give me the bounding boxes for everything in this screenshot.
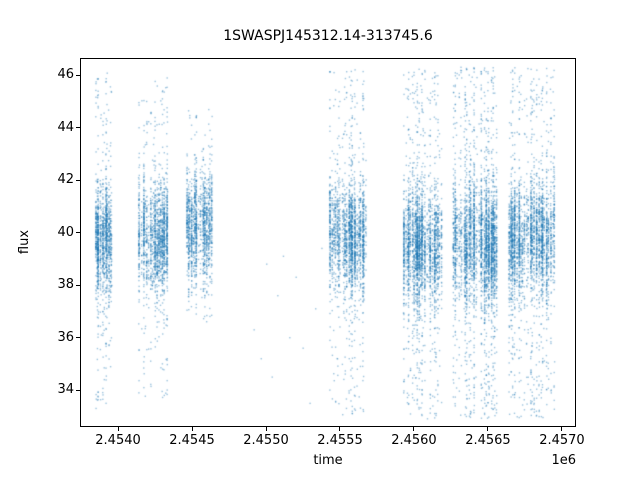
y-tick-mark <box>76 74 80 76</box>
y-axis-label: flux <box>17 229 32 255</box>
x-tick-label: 2.4545 <box>169 433 215 448</box>
x-axis-offset-label: 1e6 <box>551 453 576 468</box>
y-tick-mark <box>76 127 80 129</box>
x-tick-mark <box>487 427 489 431</box>
y-tick-mark <box>76 179 80 181</box>
plot-title: 1SWASPJ145312.14-313745.6 <box>223 28 433 44</box>
x-tick-label: 2.4550 <box>243 433 289 448</box>
scatter-plot-canvas <box>80 58 576 427</box>
x-tick-mark <box>339 427 341 431</box>
x-tick-mark <box>413 427 415 431</box>
x-tick-label: 2.4560 <box>391 433 437 448</box>
y-tick-mark <box>76 389 80 391</box>
y-tick-label: 34 <box>57 382 74 398</box>
y-tick-label: 36 <box>57 329 74 345</box>
x-tick-label: 2.4565 <box>465 433 511 448</box>
y-tick-label: 42 <box>57 172 74 188</box>
y-tick-label: 40 <box>57 224 74 240</box>
y-tick-mark <box>76 284 80 286</box>
x-tick-mark <box>191 427 193 431</box>
x-tick-label: 2.4570 <box>539 433 585 448</box>
x-tick-mark <box>561 427 563 431</box>
y-tick-label: 44 <box>57 119 74 135</box>
y-tick-mark <box>76 337 80 339</box>
y-tick-label: 46 <box>57 67 74 83</box>
x-tick-label: 2.4555 <box>317 433 363 448</box>
y-tick-mark <box>76 232 80 234</box>
x-tick-mark <box>265 427 267 431</box>
x-axis-label: time <box>313 453 343 468</box>
y-tick-label: 38 <box>57 277 74 293</box>
x-tick-label: 2.4540 <box>95 433 141 448</box>
x-tick-mark <box>117 427 119 431</box>
